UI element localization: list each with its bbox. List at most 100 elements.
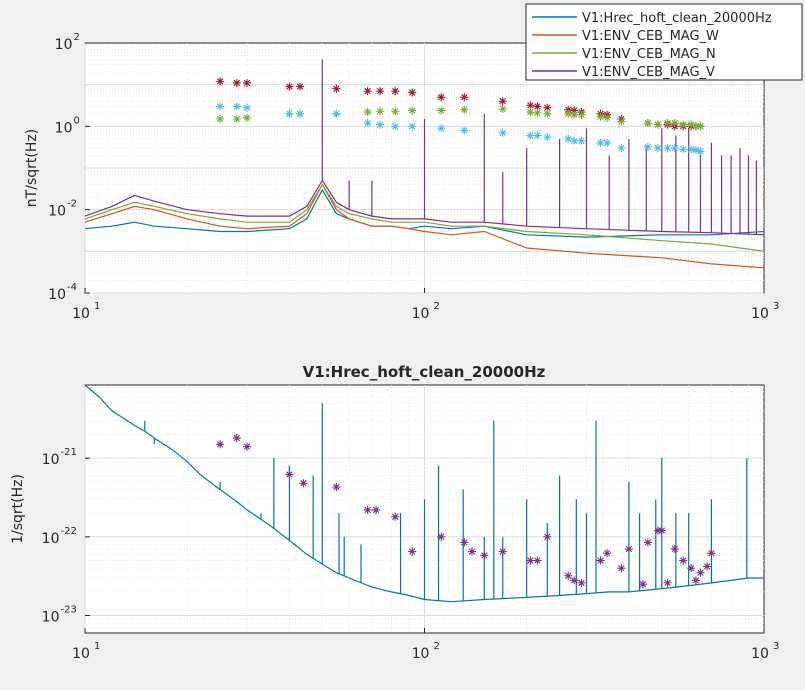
asterisk-marker bbox=[533, 131, 542, 140]
series-line-3 bbox=[84, 179, 765, 236]
y-tick-exponent: 2 bbox=[74, 32, 80, 43]
asterisk-marker bbox=[533, 108, 542, 117]
asterisk-marker bbox=[603, 113, 612, 122]
asterisk-marker bbox=[596, 556, 605, 565]
asterisk-marker bbox=[707, 549, 716, 558]
asterisk-marker bbox=[577, 110, 586, 119]
x-tick-label: 10 bbox=[412, 306, 430, 322]
asterisk-marker bbox=[216, 102, 225, 111]
asterisk-marker bbox=[638, 580, 647, 589]
asterisk-marker bbox=[332, 84, 341, 93]
asterisk-marker bbox=[391, 87, 400, 96]
asterisk-marker bbox=[408, 547, 417, 556]
asterisk-marker bbox=[498, 128, 507, 137]
bottom-title: V1:Hrec_hoft_clean_20000Hz bbox=[303, 363, 546, 381]
x-tick-exponent: 1 bbox=[94, 641, 100, 652]
asterisk-marker bbox=[596, 138, 605, 147]
asterisk-marker bbox=[460, 93, 469, 102]
asterisk-marker bbox=[577, 578, 586, 587]
asterisk-marker bbox=[687, 120, 696, 129]
asterisk-marker bbox=[376, 87, 385, 96]
bottom-ylabel: 1/sqrt(Hz) bbox=[10, 474, 26, 544]
asterisk-marker bbox=[332, 482, 341, 491]
y-tick-exponent: -4 bbox=[67, 282, 77, 293]
asterisk-marker bbox=[480, 551, 489, 560]
asterisk-marker bbox=[663, 144, 672, 153]
top-plot: 10 1 10 2 10 310 -410 -210 010 2 nT/sqrt(Hz) bbox=[24, 32, 779, 322]
x-tick-label: 10 bbox=[751, 306, 769, 322]
asterisk-marker bbox=[232, 78, 241, 87]
asterisk-marker bbox=[577, 136, 586, 145]
asterisk-marker bbox=[376, 120, 385, 129]
asterisk-marker bbox=[570, 106, 579, 115]
asterisk-marker bbox=[460, 105, 469, 114]
asterisk-marker bbox=[526, 556, 535, 565]
asterisk-marker bbox=[391, 107, 400, 116]
y-tick-label: 10 bbox=[48, 204, 66, 220]
x-tick-label: 10 bbox=[412, 646, 430, 662]
asterisk-marker bbox=[232, 114, 241, 123]
x-tick-exponent: 3 bbox=[773, 641, 779, 652]
y-tick-exponent: -2 bbox=[67, 199, 77, 210]
asterisk-marker bbox=[687, 564, 696, 573]
asterisk-marker bbox=[437, 93, 446, 102]
x-tick-exponent: 2 bbox=[434, 641, 440, 652]
asterisk-marker bbox=[663, 578, 672, 587]
y-tick-label: 10 bbox=[48, 287, 66, 303]
asterisk-marker bbox=[376, 107, 385, 116]
asterisk-marker bbox=[691, 146, 700, 155]
asterisk-marker bbox=[564, 571, 573, 580]
y-tick-label: 10 bbox=[55, 37, 73, 53]
asterisk-marker bbox=[603, 138, 612, 147]
asterisk-marker bbox=[285, 82, 294, 91]
bottom-data bbox=[84, 384, 764, 603]
asterisk-marker bbox=[617, 117, 626, 126]
y-tick-exponent: -21 bbox=[61, 447, 77, 458]
asterisk-marker bbox=[437, 106, 446, 115]
legend-label-0: V1:Hrec_hoft_clean_20000Hz bbox=[582, 11, 772, 26]
asterisk-marker bbox=[543, 532, 552, 541]
asterisk-marker bbox=[332, 109, 341, 118]
asterisk-marker bbox=[643, 538, 652, 547]
asterisk-marker bbox=[679, 120, 688, 129]
y-tick-label: 10 bbox=[42, 610, 60, 626]
series-line-0 bbox=[84, 384, 764, 603]
y-tick-label: 10 bbox=[42, 531, 60, 547]
y-tick-label: 10 bbox=[42, 452, 60, 468]
asterisk-marker bbox=[391, 122, 400, 131]
asterisk-marker bbox=[498, 547, 507, 556]
asterisk-marker bbox=[670, 119, 679, 128]
asterisk-marker bbox=[242, 78, 251, 87]
asterisk-marker bbox=[533, 102, 542, 111]
asterisk-marker bbox=[696, 122, 705, 131]
asterisk-marker bbox=[363, 108, 372, 117]
asterisk-marker bbox=[570, 110, 579, 119]
x-tick-exponent: 2 bbox=[434, 301, 440, 312]
asterisk-marker bbox=[242, 113, 251, 122]
asterisk-marker bbox=[296, 109, 305, 118]
legend-label-2: V1:ENV_CEB_MAG_N bbox=[582, 47, 716, 62]
asterisk-marker bbox=[679, 145, 688, 154]
asterisk-marker bbox=[703, 562, 712, 571]
asterisk-marker bbox=[408, 88, 417, 97]
asterisk-marker bbox=[408, 106, 417, 115]
asterisk-marker bbox=[564, 109, 573, 118]
y-tick-exponent: -22 bbox=[61, 526, 77, 537]
asterisk-marker bbox=[460, 538, 469, 547]
top-axes: 10 1 10 2 10 310 -410 -210 010 2 bbox=[48, 32, 779, 322]
x-tick-label: 10 bbox=[72, 306, 90, 322]
asterisk-marker bbox=[564, 134, 573, 143]
legend-label-1: V1:ENV_CEB_MAG_W bbox=[582, 29, 719, 44]
asterisk-marker bbox=[363, 119, 372, 128]
asterisk-marker bbox=[543, 133, 552, 142]
asterisk-marker bbox=[543, 103, 552, 112]
series-line-2 bbox=[84, 183, 765, 252]
asterisk-marker bbox=[437, 532, 446, 541]
asterisk-marker bbox=[533, 556, 542, 565]
asterisk-marker bbox=[617, 144, 626, 153]
asterisk-marker bbox=[408, 122, 417, 131]
asterisk-marker bbox=[679, 556, 688, 565]
x-tick-exponent: 1 bbox=[94, 301, 100, 312]
asterisk-marker bbox=[643, 142, 652, 151]
asterisk-marker bbox=[363, 87, 372, 96]
